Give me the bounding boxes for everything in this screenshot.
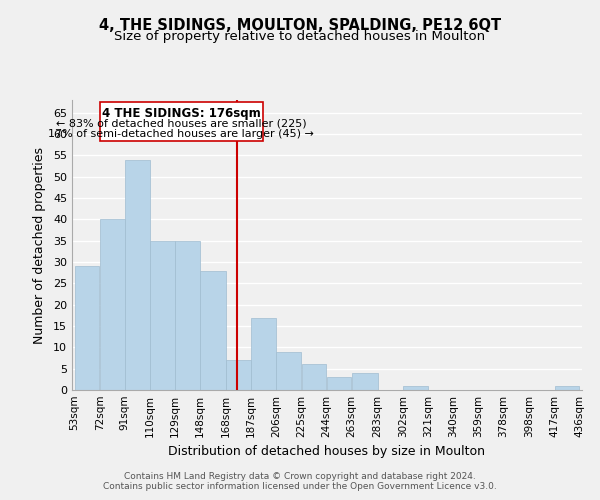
Bar	[226, 360, 251, 390]
Bar	[302, 364, 326, 390]
Text: 17% of semi-detached houses are larger (45) →: 17% of semi-detached houses are larger (…	[49, 129, 314, 139]
Bar	[403, 386, 428, 390]
Text: Size of property relative to detached houses in Moulton: Size of property relative to detached ho…	[115, 30, 485, 43]
Text: ← 83% of detached houses are smaller (225): ← 83% of detached houses are smaller (22…	[56, 118, 307, 128]
Bar	[75, 266, 100, 390]
Bar	[251, 318, 276, 390]
FancyBboxPatch shape	[100, 102, 263, 141]
Bar	[352, 373, 377, 390]
Bar	[277, 352, 301, 390]
Bar	[175, 240, 200, 390]
Bar	[200, 270, 226, 390]
Bar	[100, 220, 125, 390]
Bar	[326, 377, 351, 390]
Text: Contains HM Land Registry data © Crown copyright and database right 2024.: Contains HM Land Registry data © Crown c…	[124, 472, 476, 481]
Text: Contains public sector information licensed under the Open Government Licence v3: Contains public sector information licen…	[103, 482, 497, 491]
Bar	[554, 386, 579, 390]
Bar	[125, 160, 149, 390]
Bar	[150, 240, 175, 390]
Y-axis label: Number of detached properties: Number of detached properties	[33, 146, 46, 344]
Text: 4 THE SIDINGS: 176sqm: 4 THE SIDINGS: 176sqm	[102, 108, 261, 120]
Text: 4, THE SIDINGS, MOULTON, SPALDING, PE12 6QT: 4, THE SIDINGS, MOULTON, SPALDING, PE12 …	[99, 18, 501, 32]
X-axis label: Distribution of detached houses by size in Moulton: Distribution of detached houses by size …	[169, 446, 485, 458]
